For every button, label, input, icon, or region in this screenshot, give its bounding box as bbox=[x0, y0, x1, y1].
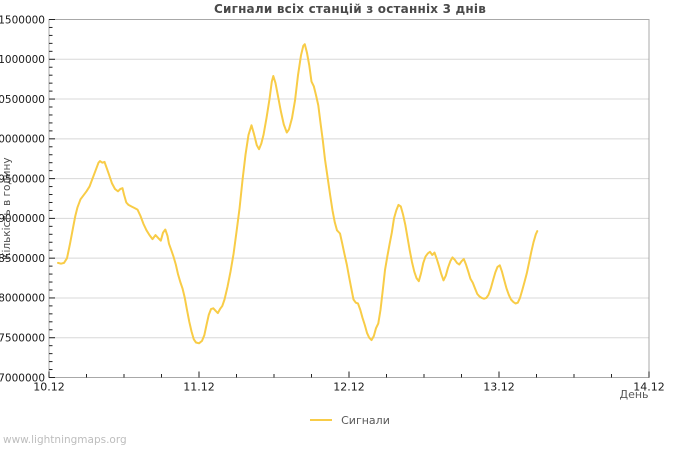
y-tick-label: 7000000 bbox=[0, 372, 45, 384]
watermark-text: www.lightningmaps.org bbox=[3, 434, 127, 446]
legend-line-swatch bbox=[310, 419, 333, 421]
y-tick-label: 8000000 bbox=[0, 293, 45, 305]
y-axis-title: Кількість в годину bbox=[1, 157, 13, 260]
legend-label: Сигнали bbox=[341, 413, 390, 427]
line-chart-plot: 7000000 7500000 8000000 8500000 9000000 95000… bbox=[0, 14, 665, 394]
x-tick-label: 13.12 bbox=[483, 381, 515, 394]
chart-title: Сигнали всіх станцій з останніх 3 днів bbox=[213, 2, 487, 16]
y-tick-label: 7500000 bbox=[0, 333, 45, 345]
y-tick-label: 11500000 bbox=[0, 14, 45, 26]
y-tick-label: 8500000 bbox=[0, 253, 45, 265]
y-tick-label: 9000000 bbox=[0, 213, 45, 225]
signals-series-line bbox=[57, 43, 539, 345]
y-tick-label: 11000000 bbox=[0, 54, 45, 66]
y-tick-label: 10000000 bbox=[0, 134, 45, 146]
y-tick-label: 9500000 bbox=[0, 173, 45, 185]
chart-legend: Сигнали bbox=[0, 412, 700, 428]
x-tick-label: 12.12 bbox=[333, 381, 365, 394]
x-tick-label: 10.12 bbox=[33, 381, 65, 394]
y-tick-label: 10500000 bbox=[0, 94, 45, 106]
x-tick-label: 11.12 bbox=[183, 381, 215, 394]
x-axis-title: День bbox=[619, 388, 649, 401]
x-tick-label: 14.12 bbox=[633, 381, 665, 394]
plot-frame bbox=[48, 19, 650, 378]
